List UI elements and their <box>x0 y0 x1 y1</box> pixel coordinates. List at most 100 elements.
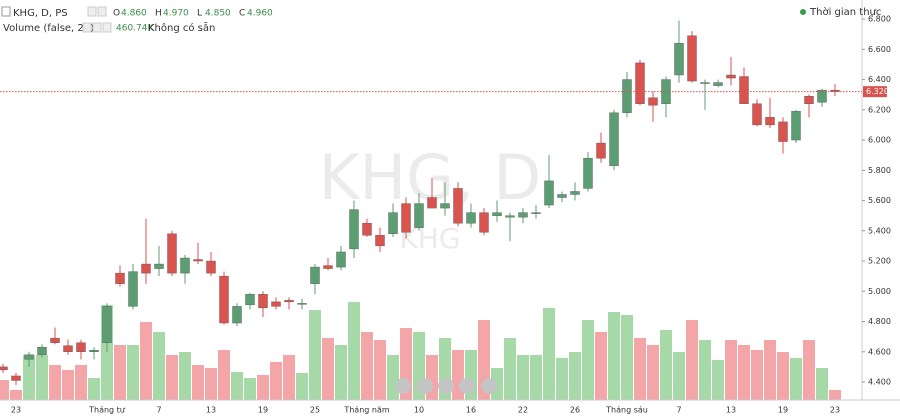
ohlc-key: O <box>113 9 120 19</box>
ohlc-value: 4.970 <box>163 9 189 19</box>
ohlc-value: 4.860 <box>121 9 147 19</box>
volume-bar <box>140 322 152 400</box>
volume-bar <box>452 350 464 400</box>
y-tick-label: 5.000 <box>868 287 891 296</box>
y-tick-label: 6.400 <box>868 75 891 84</box>
volume-bar <box>634 338 646 400</box>
realtime: Thời gian thực <box>809 6 881 18</box>
candle-body <box>531 212 541 214</box>
realtime-dot <box>800 9 806 15</box>
volume-last: 460.74K <box>116 24 154 34</box>
volume-bar <box>114 345 126 400</box>
plot <box>0 20 841 400</box>
candle-body <box>245 294 255 306</box>
volume-bar <box>829 389 841 400</box>
volume-bar <box>556 358 568 400</box>
candle-body <box>648 97 658 106</box>
candle-body <box>24 354 34 360</box>
x-tick-label: Tháng sáu <box>605 406 648 415</box>
volume-bar <box>686 320 698 400</box>
y-tick-label: 5.600 <box>868 196 891 205</box>
volume-bar <box>88 378 100 400</box>
candle-body <box>609 112 619 166</box>
candle-body <box>713 82 723 86</box>
candle-body <box>310 266 320 284</box>
candle-body <box>804 95 814 104</box>
candle-body <box>362 223 372 236</box>
volume-bar <box>582 320 594 400</box>
volume-bar <box>10 390 22 400</box>
volume-bar <box>595 332 607 400</box>
y-tick-label: 6.600 <box>868 45 891 54</box>
volume-bar <box>504 338 516 400</box>
nav-left[interactable] <box>395 378 411 394</box>
candle-body <box>0 366 8 371</box>
candle-body <box>479 212 489 233</box>
volume-bar <box>699 340 711 400</box>
x-tick-label: 19 <box>778 406 788 415</box>
candle-body <box>544 180 554 206</box>
candle-body <box>141 263 151 274</box>
volume-bar <box>348 302 360 400</box>
candle-body <box>739 76 749 104</box>
candle-body <box>63 345 73 352</box>
candle-body <box>167 233 177 274</box>
ohlc-value: 4.850 <box>205 9 231 19</box>
x-tick-label: 19 <box>258 406 268 415</box>
candle-body <box>557 194 567 198</box>
volume-bar <box>374 340 386 400</box>
candle-body <box>453 188 463 224</box>
volume-bar <box>322 338 334 400</box>
volume-note: Không có sẵn <box>148 21 215 34</box>
icon[interactable] <box>102 22 112 33</box>
volume-bar <box>647 345 659 400</box>
ohlc-value: 4.960 <box>247 9 273 19</box>
volume-bar <box>361 332 373 400</box>
candle-body <box>258 294 268 309</box>
candle-body <box>791 111 801 141</box>
candle-body <box>50 337 60 343</box>
x-tick-label: 7 <box>676 406 681 415</box>
volume-bar <box>153 332 165 400</box>
candle-body <box>427 197 437 209</box>
volume-bar <box>803 340 815 400</box>
ohlc-legend: O 4.860 H 4.970 L 4.850 C 4.960 <box>113 9 273 19</box>
x-tick-label: 10 <box>414 406 424 415</box>
volume-bar <box>751 350 763 400</box>
ohlc-key: C <box>239 9 245 19</box>
reset[interactable] <box>438 378 454 394</box>
candle-body <box>388 212 398 234</box>
icon[interactable] <box>82 22 92 33</box>
icon[interactable] <box>87 6 97 17</box>
icon[interactable] <box>92 22 102 33</box>
volume-bar <box>179 352 191 400</box>
candle-body <box>180 257 190 274</box>
volume-bar <box>231 372 243 400</box>
x-tick-label: 16 <box>466 406 476 415</box>
nav-right[interactable] <box>481 378 497 394</box>
volume-bar <box>712 360 724 400</box>
candle-body <box>622 79 632 114</box>
candle-body <box>89 350 99 352</box>
zoom-out[interactable] <box>417 378 433 394</box>
ohlc-key: L <box>197 9 202 19</box>
last-price-tag <box>863 86 887 98</box>
candle-body <box>674 43 684 76</box>
collapse-icon[interactable] <box>1 6 11 17</box>
icon[interactable] <box>97 6 107 17</box>
candle-body <box>154 263 164 269</box>
candle-body <box>765 117 775 126</box>
candle-body <box>115 272 125 284</box>
volume-bar <box>790 358 802 400</box>
x-tick-label: 22 <box>518 406 528 415</box>
x-tick-label: 23 <box>830 406 840 415</box>
volume-bar <box>816 368 828 400</box>
volume-bar <box>0 380 9 400</box>
candle-body <box>778 121 788 142</box>
candle-body <box>518 212 528 218</box>
volume-bar <box>725 340 737 400</box>
x-tick-label: 7 <box>156 406 161 415</box>
zoom-in[interactable] <box>459 378 475 394</box>
candle-body <box>726 74 736 79</box>
